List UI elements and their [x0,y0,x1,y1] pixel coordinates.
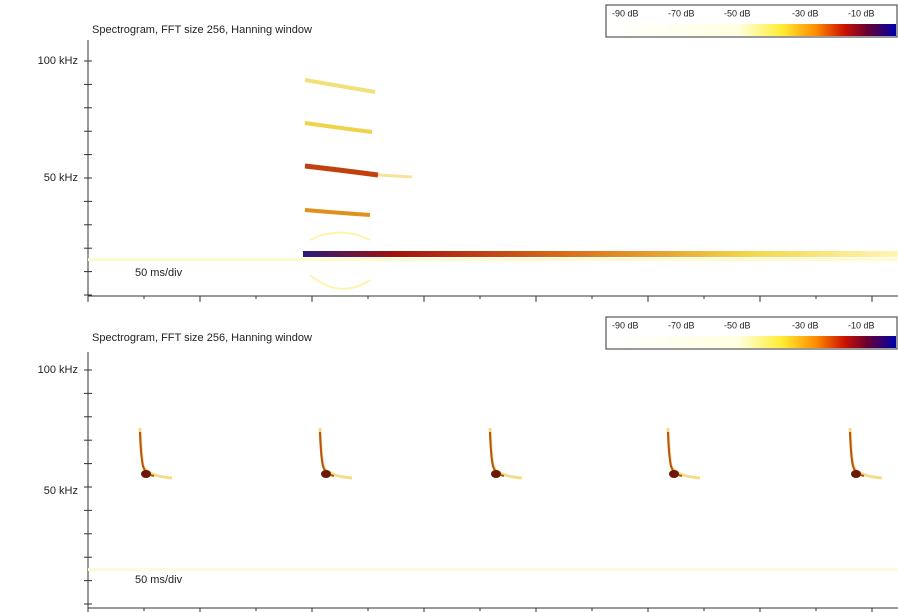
call-peak [851,470,861,478]
y-tick-label: 100 kHz [38,364,78,376]
colorbar-label: -10 dB [848,8,875,18]
spectrogram-signal [88,80,898,289]
time-scale-label: 50 ms/div [135,574,183,586]
colorbar-label: -30 dB [792,8,819,18]
colorbar-gradient [610,24,896,36]
call-peak [669,470,679,478]
panel-title: Spectrogram, FFT size 256, Hanning windo… [92,24,312,36]
x-ticks [88,296,872,302]
spectrogram-window: Spectrogram, FFT size 256, Hanning windo… [0,0,898,612]
page: {"panels": [ {"title": "Spectrogram, FFT… [0,0,898,612]
colorbar-label: -50 dB [724,8,751,18]
panel-title: Spectrogram, FFT size 256, Hanning windo… [92,332,312,344]
call-peak [491,470,501,478]
call-peak [141,470,151,478]
colorbar-label: -90 dB [612,320,639,330]
colorbar-label: -30 dB [792,320,819,330]
y-tick-label: 100 kHz [38,55,78,67]
colorbar-label: -70 dB [668,320,695,330]
colorbar-label: -90 dB [612,8,639,18]
colorbar-label: -50 dB [724,320,751,330]
call-peak [321,470,331,478]
colorbar-gradient [610,336,896,348]
x-ticks [88,608,872,612]
panel: Spectrogram, FFT size 256, Hanning windo… [38,317,898,612]
colorbar-label: -10 dB [848,320,875,330]
y-tick-label: 50 kHz [44,485,78,497]
colorbar-label: -70 dB [668,8,695,18]
y-tick-label: 50 kHz [44,172,78,184]
time-scale-label: 50 ms/div [135,267,183,279]
spectrogram-signal [88,428,898,571]
panel: Spectrogram, FFT size 256, Hanning windo… [38,5,898,302]
